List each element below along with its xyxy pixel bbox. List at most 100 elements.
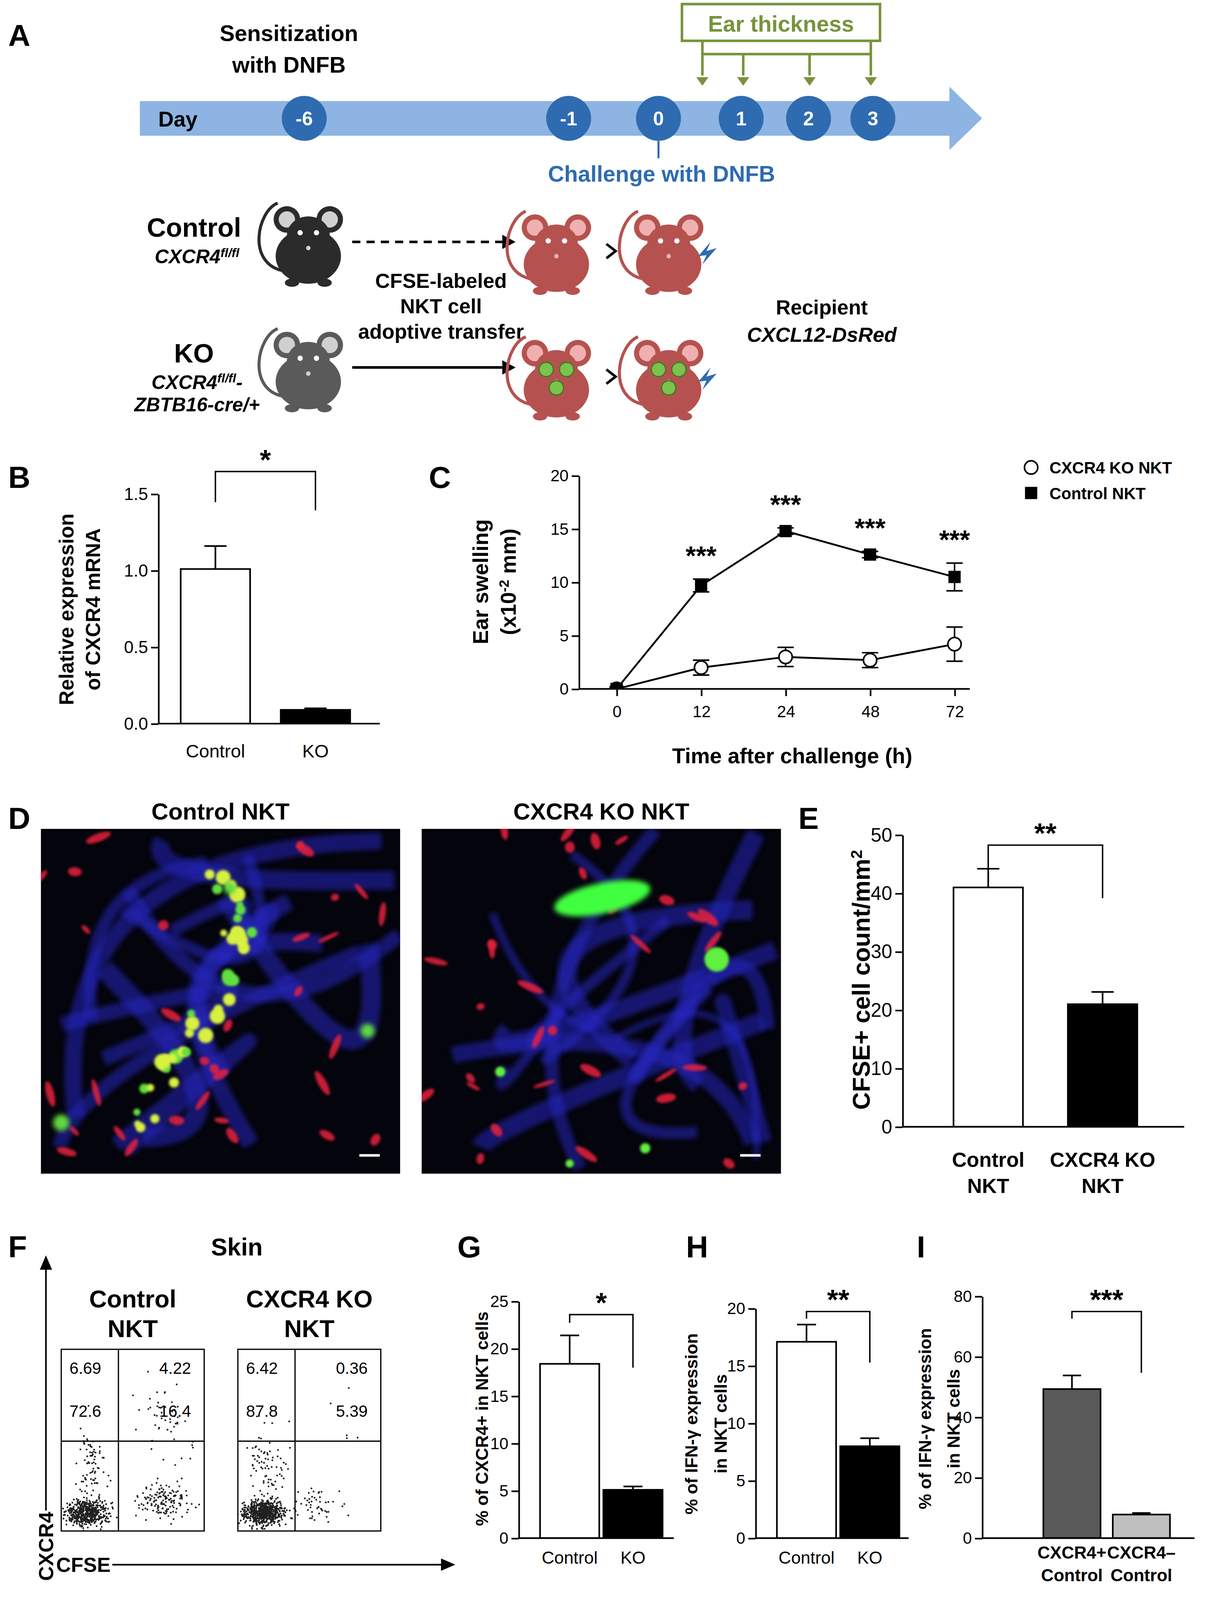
event-dot [93,1458,96,1461]
event-dot [75,1483,77,1486]
event-dot [62,1517,65,1520]
event-dot [99,1500,102,1503]
event-dot [73,1499,76,1502]
event-dot [271,1503,274,1506]
event-dot [136,1496,139,1499]
event-dot [72,1506,75,1509]
event-dot [263,1451,266,1454]
event-dot [175,1383,178,1386]
y-axis-arrow [44,1265,47,1511]
event-dot [311,1515,314,1518]
event-dot [149,1494,152,1497]
event-dot [164,1501,167,1504]
cfse-cell [223,993,236,1007]
event-dot [112,1508,115,1511]
event-dot [93,1510,96,1513]
dsred-cell [545,1024,560,1038]
tick-mark [151,647,159,649]
cfse-cell [234,933,249,948]
event-dot [258,1462,261,1465]
measure-box [681,3,880,41]
event-dot [108,1512,111,1515]
cfse-cell [53,1114,70,1132]
event-dot [99,1523,102,1526]
mouse-icon [619,211,704,295]
event-dot [311,1496,313,1499]
event-dot [86,1455,89,1458]
event-dot [71,1514,74,1516]
tick-mark [151,570,159,573]
event-dot [258,1456,261,1459]
event-dot [319,1496,322,1499]
event-dot [181,1516,184,1519]
figure: ASensitizationwith DNFBDay-6-10123Ear th… [0,0,1221,1600]
dsred-cell [157,919,170,932]
event-dot [284,1523,287,1526]
event-dot [107,1508,110,1511]
event-dot [317,1506,320,1509]
event-dot [80,1521,83,1524]
event-dot [311,1511,313,1514]
event-dot [278,1523,281,1526]
event-dot [274,1480,277,1483]
event-dot [245,1510,248,1513]
event-dot [68,1519,71,1522]
event-dot [91,1516,94,1519]
event-dot [100,1516,102,1519]
y-axis-title: CXCR4 [34,1512,58,1582]
dsred-cell [41,868,49,884]
event-dot [251,1508,254,1511]
dsred-cell [488,1121,505,1139]
event-dot [271,1498,274,1500]
event-dot [261,1514,264,1516]
event-dot [266,1452,269,1455]
event-dot [92,1511,95,1514]
flow-title: Skin [210,1233,263,1261]
flow-panel: FSkinControlNKT6.694.2272.616.4CXCR4 KON… [8,1229,456,1582]
event-dot [253,1518,256,1521]
event-dot [75,1504,78,1507]
quadrant-gate [294,1349,296,1532]
event-dot [90,1494,93,1497]
event-dot [268,1442,271,1445]
event-dot [252,1507,254,1510]
event-dot [111,1506,114,1509]
event-dot [77,1517,80,1520]
text-segment: - [235,371,243,394]
event-dot [190,1503,193,1506]
event-dot [80,1508,83,1511]
event-dot [258,1523,261,1526]
event-dot [95,1525,98,1528]
event-dot [81,1510,84,1513]
event-dot [153,1497,156,1500]
event-dot [319,1501,322,1504]
event-dot [108,1521,111,1524]
event-dot [176,1480,179,1483]
event-dot [156,1507,159,1510]
event-dot [71,1509,74,1512]
event-dot [80,1480,83,1483]
tick-mark [571,688,579,691]
event-dot [85,1497,88,1500]
event-dot [68,1510,71,1513]
event-dot [155,1494,158,1497]
day-value: 2 [803,107,815,130]
event-dot [162,1458,165,1461]
text-segment: fl/fl [217,371,237,386]
event-dot [295,1501,298,1504]
event-dot [138,1409,141,1412]
event-dot [257,1517,260,1520]
day-marker [850,96,896,142]
dsred-cell [377,901,388,927]
event-dot [269,1450,272,1453]
event-dot [173,1426,176,1429]
timeline-arrow [139,86,983,151]
event-dot [86,1462,89,1465]
day-value: -1 [559,107,578,130]
tick-label: 15 [550,520,569,539]
tick-label: 0 [559,679,569,699]
event-dot [288,1510,291,1513]
event-dot [327,1511,330,1514]
event-dot [268,1506,271,1509]
event-dot [267,1517,270,1520]
